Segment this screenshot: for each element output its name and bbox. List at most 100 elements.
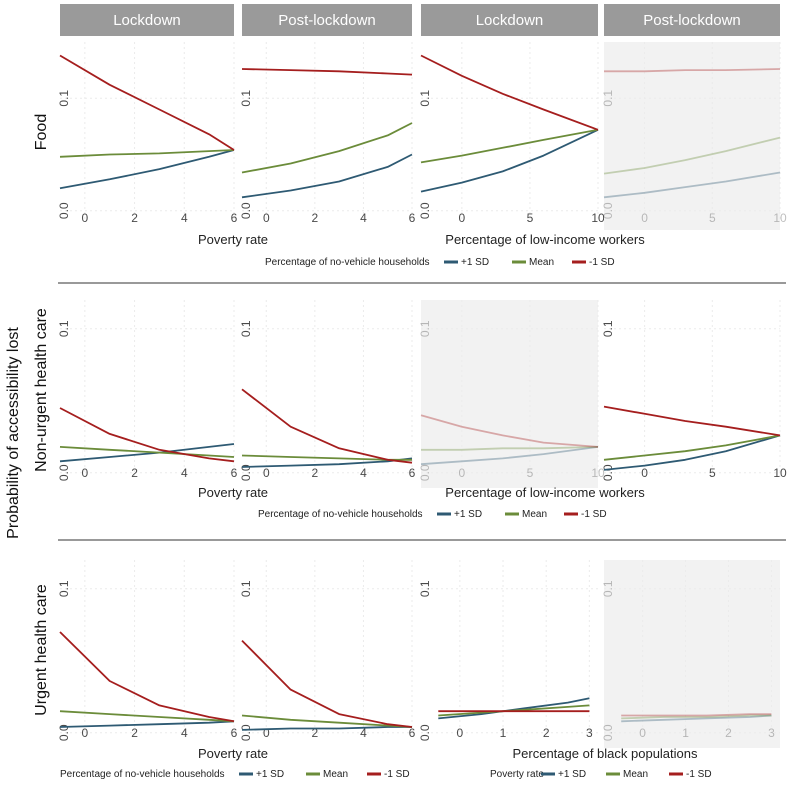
x-tick-label-r2p3-2: 10 (591, 466, 605, 480)
series-line-r1p3-2 (420, 128, 599, 164)
x-tick-label-r3p3-0: 0 (457, 726, 464, 740)
y-tick-label-r2p3-1: 0.1 (418, 320, 432, 337)
x-tick-label-r3p2-1: 2 (312, 726, 319, 740)
legend-title-r3g1: Percentage of no-vehicle households (60, 769, 225, 780)
x-axis-title-r3g1: Poverty rate (198, 746, 268, 761)
y-tick-label-r1p4-1: 0.1 (601, 90, 615, 107)
x-axis-title-r1g2: Percentage of low-income workers (445, 232, 645, 247)
series-line-r3p2-2 (241, 714, 413, 728)
x-tick-label-r3p4-1: 1 (682, 726, 689, 740)
x-tick-label-r3p2-0: 0 (263, 726, 270, 740)
legend-entry-r1g1-1: +1 SD (461, 257, 489, 268)
series-line-r1p3-1 (420, 128, 599, 193)
legend-title-r3g2: Poverty rate (490, 769, 544, 780)
x-tick-label-r3p2-3: 6 (409, 726, 416, 740)
series-line-r2p3-1 (420, 446, 599, 466)
legend-entry-r1g1-2: Mean (529, 257, 554, 268)
x-tick-label-r3p1-2: 4 (181, 726, 188, 740)
series-line-r3p4-2 (621, 714, 772, 720)
x-tick-label-r2p2-3: 6 (409, 466, 416, 480)
x-tick-label-r3p1-1: 2 (131, 726, 138, 740)
x-tick-label-r1p2-3: 6 (409, 211, 416, 225)
faded-panel-bg-r2p3 (421, 300, 598, 488)
legend-entry-r3g1-1: +1 SD (256, 769, 284, 780)
series-line-r2p3-3 (420, 414, 599, 448)
faded-panel-bg-r1p4 (604, 42, 780, 230)
x-tick-label-r2p4-1: 5 (709, 466, 716, 480)
x-tick-label-r3p1-3: 6 (231, 726, 238, 740)
series-line-r3p1-2 (59, 710, 235, 723)
strip-header-3 (421, 4, 598, 36)
x-tick-label-r1p2-1: 2 (312, 211, 319, 225)
y-tick-label-r3p4-1: 0.1 (601, 580, 615, 597)
x-tick-label-r1p2-0: 0 (263, 211, 270, 225)
x-tick-label-r3p4-3: 3 (768, 726, 775, 740)
strip-label-3: Lockdown (476, 12, 544, 29)
x-tick-label-r3p1-0: 0 (82, 726, 89, 740)
y-tick-label-r3p4-0: 0.0 (601, 724, 615, 741)
x-tick-label-r1p1-2: 4 (181, 211, 188, 225)
series-line-r1p2-1 (241, 153, 413, 199)
series-line-r2p1-3 (59, 407, 235, 463)
x-tick-label-r3p4-0: 0 (639, 726, 646, 740)
y-tick-label-r1p4-0: 0.0 (601, 202, 615, 219)
series-line-r3p4-3 (621, 713, 772, 717)
series-line-r1p1-3 (59, 54, 235, 151)
strip-header-1 (60, 4, 234, 36)
series-line-r2p1-2 (59, 446, 235, 458)
x-tick-label-r3p4-2: 2 (725, 726, 732, 740)
strip-label-4: Post-lockdown (643, 12, 741, 29)
x-tick-label-r2p3-0: 0 (459, 466, 466, 480)
series-line-r2p2-3 (241, 388, 413, 464)
y-tick-label-r3p3-0: 0.0 (418, 724, 432, 741)
x-tick-label-r2p3-1: 5 (527, 466, 534, 480)
y-tick-label-r2p4-1: 0.1 (601, 320, 615, 337)
series-line-r3p3-2 (438, 704, 590, 717)
x-tick-label-r3p2-2: 4 (360, 726, 367, 740)
series-line-r3p1-3 (59, 631, 235, 723)
y-tick-label-r1p2-1: 0.1 (239, 90, 253, 107)
legend-entry-r2g1-3: -1 SD (581, 509, 607, 520)
x-tick-label-r1p1-0: 0 (82, 211, 89, 225)
x-tick-label-r1p3-1: 5 (527, 211, 534, 225)
series-line-r1p1-2 (59, 149, 235, 158)
series-line-r3p2-1 (241, 726, 412, 731)
row-label-3: Urgent health care (33, 584, 50, 716)
x-tick-label-r2p1-2: 4 (181, 466, 188, 480)
x-tick-label-r2p2-1: 2 (312, 466, 319, 480)
strip-label-2: Post-lockdown (278, 12, 376, 29)
legend-entry-r3g2-3: -1 SD (686, 769, 712, 780)
y-tick-label-r1p3-0: 0.0 (418, 202, 432, 219)
legend-entry-r3g2-1: +1 SD (558, 769, 586, 780)
y-tick-label-r1p1-1: 0.1 (57, 90, 71, 107)
series-line-r3p2-3 (241, 639, 413, 728)
x-tick-label-r2p1-3: 6 (231, 466, 238, 480)
row-label-2: Non-urgent health care (33, 308, 50, 472)
legend-entry-r1g1-3: -1 SD (589, 257, 615, 268)
x-axis-title-r2g2: Percentage of low-income workers (445, 485, 645, 500)
series-line-r3p4-1 (621, 714, 772, 723)
y-tick-label-r1p1-0: 0.0 (57, 202, 71, 219)
series-line-r3p1-1 (59, 720, 235, 728)
x-tick-label-r3p3-2: 2 (543, 726, 550, 740)
series-line-r1p1-1 (59, 149, 235, 190)
x-axis-title-r2g1: Poverty rate (198, 485, 268, 500)
y-tick-label-r2p1-0: 0.0 (57, 464, 71, 481)
y-tick-label-r3p1-0: 0.0 (57, 724, 71, 741)
x-tick-label-r2p2-2: 4 (360, 466, 367, 480)
series-line-r2p2-2 (241, 454, 412, 461)
x-tick-label-r1p3-0: 0 (459, 211, 466, 225)
x-tick-label-r2p4-0: 0 (641, 466, 648, 480)
x-tick-label-r1p4-2: 10 (773, 211, 787, 225)
legend-entry-r3g2-2: Mean (623, 769, 648, 780)
y-tick-label-r1p3-1: 0.1 (418, 90, 432, 107)
series-line-r1p2-2 (241, 122, 413, 174)
series-line-r2p4-3 (603, 405, 781, 437)
series-line-r3p3-1 (438, 697, 590, 720)
legend-entry-r3g1-3: -1 SD (384, 769, 410, 780)
x-tick-label-r3p3-1: 1 (500, 726, 507, 740)
x-axis-title-r3g2: Percentage of black populations (512, 746, 698, 761)
y-tick-label-r2p2-1: 0.1 (239, 320, 253, 337)
x-tick-label-r2p1-0: 0 (82, 466, 89, 480)
